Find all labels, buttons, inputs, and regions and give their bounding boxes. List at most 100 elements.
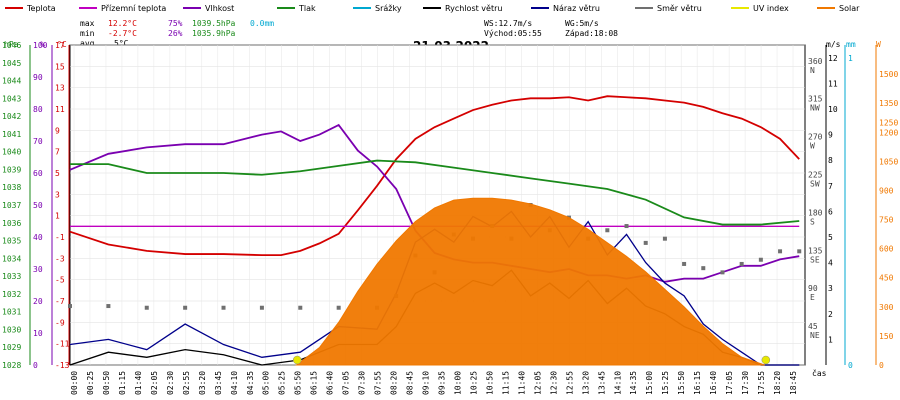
legend-label: Tlak	[298, 4, 316, 13]
tick-time: 10:00	[453, 371, 462, 395]
tick-time: 18:45	[789, 371, 798, 395]
tick-dir: 360	[808, 57, 823, 66]
tick-time: 15:50	[677, 371, 686, 395]
stats-max-rain: 0.0mm	[250, 19, 274, 28]
tick-time: 07:55	[374, 371, 383, 395]
tick-hpa: 1035	[2, 237, 21, 246]
tick-time: 02:55	[182, 371, 191, 395]
tick-time: 06:15	[310, 371, 319, 395]
unit-mm: mm	[846, 40, 856, 49]
tick-time: 12:05	[533, 371, 542, 395]
wind-dir-point	[106, 304, 111, 309]
tick-pct: 50	[33, 201, 43, 210]
tick-temp: -1	[55, 233, 65, 242]
stats-min-hum: 26%	[168, 29, 183, 38]
stats-min-temp: -2.7°C	[108, 29, 137, 38]
tick-time: 08:20	[390, 371, 399, 395]
tick-time: 07:30	[358, 371, 367, 395]
unit-temp: °C	[57, 40, 67, 49]
tick-temp: -11	[55, 340, 70, 349]
tick-hpa: 1045	[2, 59, 21, 68]
tick-dir-label: NE	[810, 331, 820, 340]
tick-hpa: 1037	[2, 201, 21, 210]
stats-sunrise: Východ:05:55	[484, 29, 542, 38]
wind-dir-point	[259, 305, 264, 310]
tick-time: 12:30	[549, 371, 558, 395]
stats-sunset: Západ:18:08	[565, 29, 618, 38]
tick-pct: 10	[33, 329, 43, 338]
wind-dir-point	[797, 249, 802, 254]
tick-time: 14:35	[629, 371, 638, 395]
tick-hpa: 1036	[2, 219, 21, 228]
tick-dir-label: S	[810, 217, 815, 226]
tick-time: 18:20	[773, 371, 782, 395]
wind-dir-point	[605, 228, 610, 233]
tick-time: 05:25	[278, 371, 287, 395]
tick-time: 02:30	[166, 371, 175, 395]
tick-ms: 11	[828, 79, 838, 88]
legend-label: Teplota	[26, 4, 56, 13]
tick-time: 03:20	[198, 371, 207, 395]
tick-hpa: 1044	[2, 77, 21, 86]
tick-hpa: 1028	[2, 361, 21, 370]
tick-hpa: 1038	[2, 183, 21, 192]
tick-w: 450	[879, 274, 894, 283]
tick-time: 07:05	[342, 371, 351, 395]
tick-w: 750	[879, 216, 894, 225]
wind-dir-point	[682, 261, 687, 266]
tick-hpa: 1034	[2, 254, 21, 263]
tick-w: 0	[879, 361, 884, 370]
tick-w: 1350	[879, 99, 898, 108]
tick-time: 11:40	[517, 371, 526, 395]
tick-time: 16:40	[709, 371, 718, 395]
tick-time: 15:25	[661, 371, 670, 395]
stats-max-label: max	[80, 19, 95, 28]
tick-hpa: 1030	[2, 325, 21, 334]
wind-dir-point	[720, 270, 725, 275]
tick-mm: 1	[848, 54, 853, 63]
tick-time: 06:40	[326, 371, 335, 395]
stats-max-press: 1039.5hPa	[192, 19, 236, 28]
tick-pct: 100	[33, 41, 48, 50]
tick-dir: 135	[808, 246, 823, 255]
tick-time: 09:35	[438, 371, 447, 395]
tick-temp: 3	[55, 190, 60, 199]
tick-time: 05:50	[294, 371, 303, 395]
tick-temp: 9	[55, 126, 60, 135]
tick-hpa: 1029	[2, 343, 21, 352]
tick-dir: 315	[808, 95, 823, 104]
tick-ms: 2	[828, 310, 833, 319]
sunrise-marker	[292, 355, 302, 365]
unit-hpa: hPa	[4, 40, 19, 49]
tick-w: 600	[879, 245, 894, 254]
tick-time: 04:35	[246, 371, 255, 395]
tick-time: 10:25	[469, 371, 478, 395]
tick-time: 01:40	[134, 371, 143, 395]
wind-dir-point	[758, 257, 763, 262]
tick-temp: -5	[55, 276, 65, 285]
tick-ms: 5	[828, 233, 833, 242]
tick-ms: 10	[828, 105, 838, 114]
tick-ms: 4	[828, 259, 833, 268]
stats-wg: WG:5m/s	[565, 19, 599, 28]
legend-label: Vlhkost	[205, 4, 234, 13]
tick-hpa: 1039	[2, 165, 21, 174]
tick-pct: 40	[33, 233, 43, 242]
tick-hpa: 1041	[2, 130, 21, 139]
wind-dir-point	[221, 305, 226, 310]
tick-temp: 5	[55, 169, 60, 178]
tick-time: 17:55	[757, 371, 766, 395]
tick-dir: 90	[808, 284, 818, 293]
legend-label: Náraz větru	[553, 4, 600, 13]
tick-w: 1500	[879, 70, 898, 79]
tick-temp: 7	[55, 148, 60, 157]
tick-time: 05:00	[262, 371, 271, 395]
tick-dir: 45	[808, 322, 818, 331]
wind-dir-point	[183, 305, 188, 310]
tick-ms: 12	[828, 54, 838, 63]
tick-mm: 0	[848, 361, 853, 370]
tick-time: 09:10	[422, 371, 431, 395]
wind-dir-point	[624, 224, 629, 229]
wind-dir-point	[739, 261, 744, 266]
